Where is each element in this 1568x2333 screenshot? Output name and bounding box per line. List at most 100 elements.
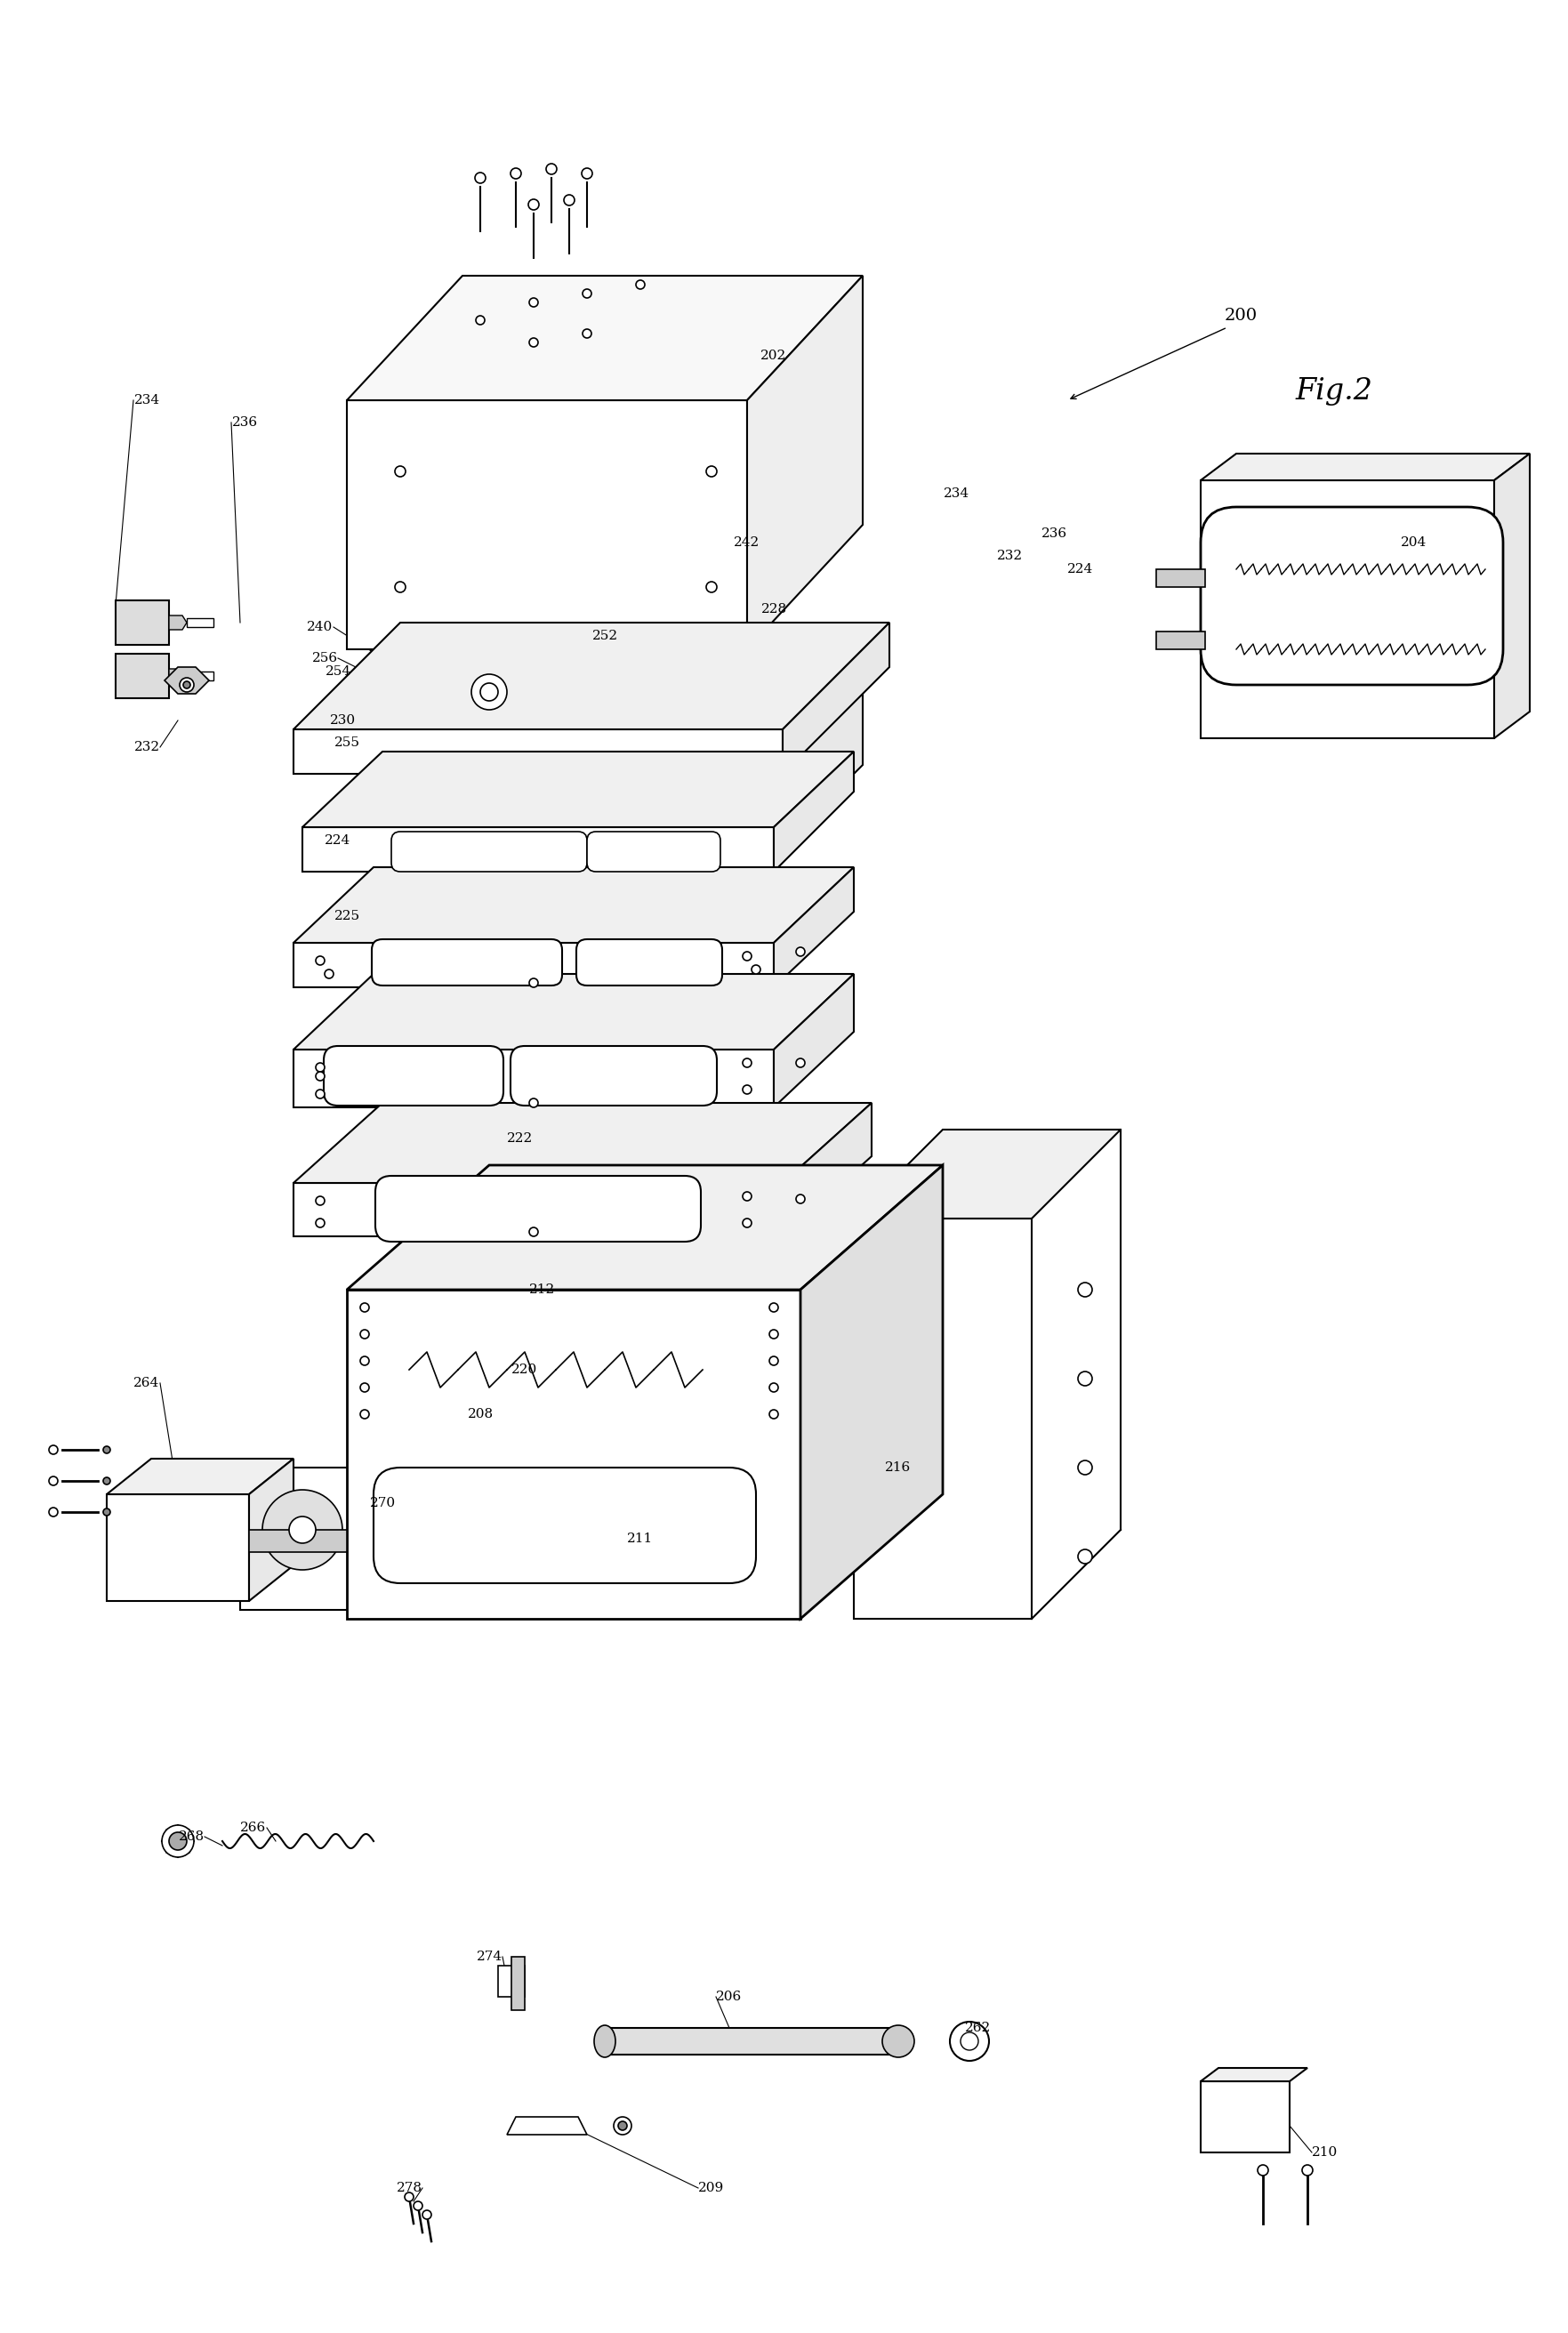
- Polygon shape: [303, 828, 773, 873]
- Circle shape: [883, 2025, 914, 2058]
- FancyBboxPatch shape: [586, 831, 720, 873]
- Circle shape: [315, 1218, 325, 1227]
- Circle shape: [422, 2209, 431, 2219]
- Circle shape: [315, 1090, 325, 1099]
- Circle shape: [1077, 1372, 1093, 1386]
- Circle shape: [528, 338, 538, 348]
- Polygon shape: [855, 1129, 1121, 1218]
- Circle shape: [770, 1355, 778, 1365]
- Polygon shape: [169, 616, 187, 630]
- Polygon shape: [303, 751, 855, 828]
- Circle shape: [583, 329, 591, 338]
- Circle shape: [637, 280, 644, 289]
- Circle shape: [950, 2023, 989, 2060]
- Circle shape: [1258, 2165, 1269, 2177]
- Polygon shape: [511, 1957, 525, 2011]
- Polygon shape: [293, 868, 855, 943]
- Ellipse shape: [594, 2025, 616, 2058]
- Circle shape: [961, 2032, 978, 2051]
- Circle shape: [475, 173, 486, 184]
- Circle shape: [770, 1304, 778, 1311]
- Polygon shape: [293, 623, 889, 730]
- Polygon shape: [347, 1164, 942, 1290]
- Text: 234: 234: [942, 488, 969, 499]
- Circle shape: [528, 1227, 538, 1236]
- Text: 278: 278: [397, 2181, 422, 2195]
- Circle shape: [315, 1064, 325, 1071]
- Circle shape: [49, 1446, 58, 1453]
- Circle shape: [183, 681, 190, 688]
- Circle shape: [528, 1099, 538, 1108]
- Text: 236: 236: [232, 415, 257, 429]
- Circle shape: [475, 315, 485, 324]
- Text: 256: 256: [312, 651, 337, 665]
- Polygon shape: [800, 1164, 942, 1619]
- Text: 212: 212: [530, 1283, 555, 1295]
- Polygon shape: [249, 1458, 293, 1600]
- Circle shape: [315, 957, 325, 966]
- Text: 206: 206: [717, 1990, 742, 2004]
- Circle shape: [405, 2193, 414, 2202]
- Circle shape: [528, 978, 538, 987]
- Circle shape: [361, 1409, 368, 1418]
- Polygon shape: [293, 943, 773, 987]
- Text: 230: 230: [329, 714, 356, 726]
- FancyBboxPatch shape: [372, 940, 561, 985]
- Text: 234: 234: [133, 394, 160, 406]
- Circle shape: [564, 194, 574, 205]
- Polygon shape: [249, 1530, 347, 1551]
- Circle shape: [770, 1330, 778, 1339]
- Circle shape: [1077, 1460, 1093, 1474]
- Polygon shape: [347, 275, 862, 401]
- Polygon shape: [1494, 453, 1530, 737]
- Polygon shape: [516, 819, 666, 898]
- Text: 210: 210: [1312, 2146, 1338, 2158]
- Text: 222: 222: [508, 1132, 533, 1146]
- Text: 262: 262: [966, 2023, 991, 2034]
- Circle shape: [289, 1516, 315, 1542]
- Circle shape: [706, 467, 717, 476]
- Polygon shape: [1156, 569, 1206, 588]
- Polygon shape: [499, 1967, 525, 1997]
- Text: 209: 209: [698, 2181, 724, 2195]
- Polygon shape: [347, 401, 746, 649]
- Circle shape: [583, 289, 591, 299]
- Polygon shape: [116, 600, 169, 644]
- Text: 264: 264: [133, 1376, 160, 1390]
- Circle shape: [361, 1355, 368, 1365]
- FancyBboxPatch shape: [1201, 506, 1504, 686]
- Circle shape: [511, 168, 521, 180]
- Text: 224: 224: [325, 835, 351, 847]
- Text: 252: 252: [591, 630, 618, 642]
- Polygon shape: [605, 2027, 889, 2055]
- Polygon shape: [782, 1104, 872, 1236]
- Polygon shape: [240, 1467, 365, 1610]
- Text: 208: 208: [467, 1409, 494, 1421]
- Polygon shape: [293, 1050, 773, 1108]
- Circle shape: [395, 467, 406, 476]
- Circle shape: [480, 684, 499, 700]
- Circle shape: [743, 1218, 751, 1227]
- FancyBboxPatch shape: [375, 1176, 701, 1241]
- Polygon shape: [293, 973, 855, 1050]
- Polygon shape: [506, 2116, 586, 2135]
- Polygon shape: [165, 667, 209, 693]
- Circle shape: [706, 581, 717, 593]
- Polygon shape: [1201, 2067, 1308, 2081]
- Polygon shape: [293, 730, 782, 775]
- Circle shape: [169, 1831, 187, 1850]
- Circle shape: [770, 1409, 778, 1418]
- Text: 202: 202: [760, 350, 787, 362]
- Text: 268: 268: [179, 1831, 204, 1843]
- Circle shape: [618, 2121, 627, 2130]
- Text: 270: 270: [370, 1498, 395, 1509]
- Circle shape: [770, 1383, 778, 1393]
- Polygon shape: [773, 677, 862, 854]
- Circle shape: [528, 198, 539, 210]
- Circle shape: [1077, 1283, 1093, 1297]
- Polygon shape: [1201, 453, 1530, 481]
- Polygon shape: [116, 653, 169, 698]
- FancyBboxPatch shape: [323, 1045, 503, 1106]
- Polygon shape: [773, 868, 855, 987]
- Circle shape: [797, 1194, 804, 1204]
